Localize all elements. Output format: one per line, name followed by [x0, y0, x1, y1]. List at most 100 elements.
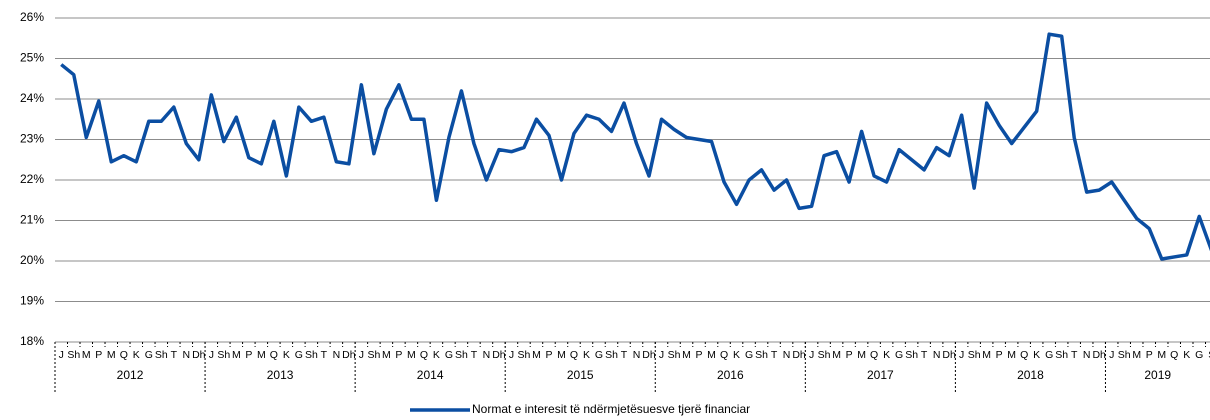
- x-tick-label: G: [1195, 349, 1203, 361]
- x-tick-label: P: [996, 349, 1003, 361]
- year-label: 2012: [117, 368, 144, 382]
- x-tick-label: M: [1007, 349, 1016, 361]
- x-tick-label: Q: [870, 349, 878, 361]
- year-label: 2017: [867, 368, 894, 382]
- x-tick-label: M: [1157, 349, 1166, 361]
- x-tick-label: Dh: [942, 349, 956, 361]
- legend-label: Normat e interesit të ndërmjetësuesve tj…: [472, 402, 750, 416]
- x-tick-label: T: [921, 349, 928, 361]
- x-tick-label: G: [745, 349, 753, 361]
- x-tick-label: Dh: [642, 349, 656, 361]
- x-tick-label: P: [846, 349, 853, 361]
- x-tick-label: K: [1033, 349, 1040, 361]
- x-tick-label: T: [621, 349, 628, 361]
- x-tick-label: K: [733, 349, 740, 361]
- x-tick-label: J: [809, 349, 814, 361]
- x-tick-label: Dh: [492, 349, 506, 361]
- x-tick-label: P: [1146, 349, 1153, 361]
- x-tick-label: Sh: [455, 349, 468, 361]
- x-tick-label: Q: [1020, 349, 1028, 361]
- x-tick-label: P: [696, 349, 703, 361]
- y-tick-label: 19%: [20, 294, 44, 308]
- x-tick-label: K: [583, 349, 590, 361]
- x-tick-label: T: [171, 349, 178, 361]
- year-label: 2013: [267, 368, 294, 382]
- year-label: 2018: [1017, 368, 1044, 382]
- x-tick-label: M: [557, 349, 566, 361]
- x-tick-label: Q: [270, 349, 278, 361]
- x-tick-label: Sh: [968, 349, 981, 361]
- x-tick-label: Sh: [155, 349, 168, 361]
- x-tick-label: G: [895, 349, 903, 361]
- x-tick-label: N: [183, 349, 191, 361]
- y-tick-label: 22%: [20, 172, 44, 186]
- x-tick-label: J: [959, 349, 964, 361]
- x-tick-label: J: [509, 349, 514, 361]
- x-tick-label: M: [832, 349, 841, 361]
- x-tick-label: M: [532, 349, 541, 361]
- x-tick-label: Q: [570, 349, 578, 361]
- x-tick-label: J: [359, 349, 364, 361]
- x-tick-label: G: [595, 349, 603, 361]
- x-tick-label: S: [1208, 349, 1210, 361]
- x-tick-label: Dh: [1092, 349, 1106, 361]
- x-tick-label: M: [707, 349, 716, 361]
- data-line: [60, 32, 1210, 261]
- x-tick-label: M: [382, 349, 391, 361]
- x-tick-label: J: [209, 349, 214, 361]
- x-tick-label: M: [1132, 349, 1141, 361]
- x-tick-label: Sh: [605, 349, 618, 361]
- year-label: 2016: [717, 368, 744, 382]
- year-label: 2014: [417, 368, 444, 382]
- x-tick-label: G: [1045, 349, 1053, 361]
- y-tick-label: 26%: [20, 10, 44, 24]
- y-tick-label: 24%: [20, 91, 44, 105]
- x-tick-label: Sh: [67, 349, 80, 361]
- x-tick-label: Sh: [818, 349, 831, 361]
- x-tick-label: Q: [120, 349, 128, 361]
- x-tick-label: N: [783, 349, 791, 361]
- x-tick-label: T: [771, 349, 778, 361]
- x-tick-label: G: [445, 349, 453, 361]
- x-tick-label: Q: [1170, 349, 1178, 361]
- x-tick-label: Sh: [367, 349, 380, 361]
- x-tick-label: G: [295, 349, 303, 361]
- y-tick-label: 21%: [20, 213, 44, 227]
- x-tick-label: J: [59, 349, 64, 361]
- x-tick-label: G: [145, 349, 153, 361]
- x-tick-label: N: [933, 349, 941, 361]
- x-tick-label: Sh: [905, 349, 918, 361]
- x-tick-label: P: [395, 349, 402, 361]
- x-tick-label: Sh: [305, 349, 318, 361]
- x-tick-label: P: [545, 349, 552, 361]
- x-tick-label: M: [257, 349, 266, 361]
- x-tick-label: Dh: [792, 349, 806, 361]
- x-tick-label: M: [407, 349, 416, 361]
- x-tick-label: P: [245, 349, 252, 361]
- x-tick-label: Q: [420, 349, 428, 361]
- x-tick-label: K: [283, 349, 290, 361]
- x-tick-label: M: [982, 349, 991, 361]
- x-tick-label: N: [483, 349, 491, 361]
- y-tick-label: 18%: [20, 334, 44, 348]
- year-label: 2015: [567, 368, 594, 382]
- x-tick-label: N: [333, 349, 341, 361]
- y-tick-label: 23%: [20, 132, 44, 146]
- x-tick-label: J: [1109, 349, 1114, 361]
- x-tick-label: T: [321, 349, 328, 361]
- x-tick-label: Dh: [342, 349, 356, 361]
- year-label: 2019: [1144, 368, 1171, 382]
- x-tick-label: M: [682, 349, 691, 361]
- x-tick-label: N: [1083, 349, 1091, 361]
- x-tick-label: M: [82, 349, 91, 361]
- x-tick-label: Sh: [217, 349, 230, 361]
- y-tick-label: 20%: [20, 253, 44, 267]
- x-tick-label: Sh: [1055, 349, 1068, 361]
- x-tick-label: T: [1071, 349, 1078, 361]
- x-tick-label: T: [471, 349, 478, 361]
- y-tick-label: 25%: [20, 51, 44, 65]
- x-tick-label: J: [659, 349, 664, 361]
- x-tick-label: K: [883, 349, 890, 361]
- x-tick-label: Sh: [1118, 349, 1131, 361]
